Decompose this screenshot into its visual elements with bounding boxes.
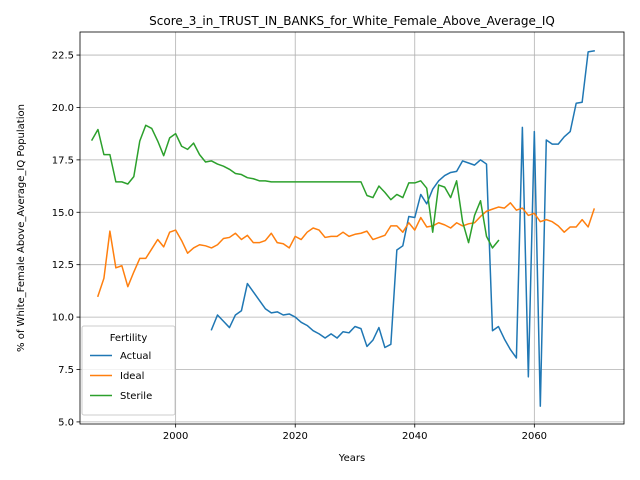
x-axis-label: Years	[338, 453, 365, 464]
x-tick-label: 2060	[522, 431, 547, 442]
series-line-ideal	[96, 202, 596, 298]
y-axis-label: % of White_Female Above_Average_IQ Popul…	[16, 104, 27, 352]
y-tick-label: 5.0	[58, 417, 74, 428]
y-tick-label: 12.5	[52, 260, 74, 271]
x-tick-label: 2000	[163, 431, 188, 442]
x-tick-label: 2040	[402, 431, 427, 442]
series-line-sterile	[90, 124, 500, 249]
y-tick-label: 10.0	[52, 313, 74, 324]
axis-ticks: 2000 2020 2040 2060 5.0 7.5 10.0 12.5 15.0 17.5 20…	[52, 51, 547, 442]
legend-label-ideal: Ideal	[120, 371, 144, 382]
y-tick-label: 20.0	[52, 103, 74, 114]
x-tick-label: 2020	[282, 431, 307, 442]
legend-title: Fertility	[110, 333, 148, 344]
y-tick-label: 22.5	[52, 51, 74, 62]
chart-title: Score_3_in_TRUST_IN_BANKS_for_White_Fema…	[149, 14, 555, 28]
y-tick-label: 15.0	[52, 208, 74, 219]
plot-area-frame	[79, 31, 625, 425]
y-tick-label: 17.5	[52, 155, 74, 166]
legend-frame	[81, 325, 176, 416]
series-line-actual	[210, 50, 595, 407]
legend: Fertility Actual Ideal Sterile	[81, 325, 176, 416]
y-tick-label: 7.5	[58, 365, 74, 376]
legend-label-sterile: Sterile	[120, 391, 152, 402]
series-lines	[90, 50, 596, 407]
legend-label-actual: Actual	[120, 351, 151, 362]
